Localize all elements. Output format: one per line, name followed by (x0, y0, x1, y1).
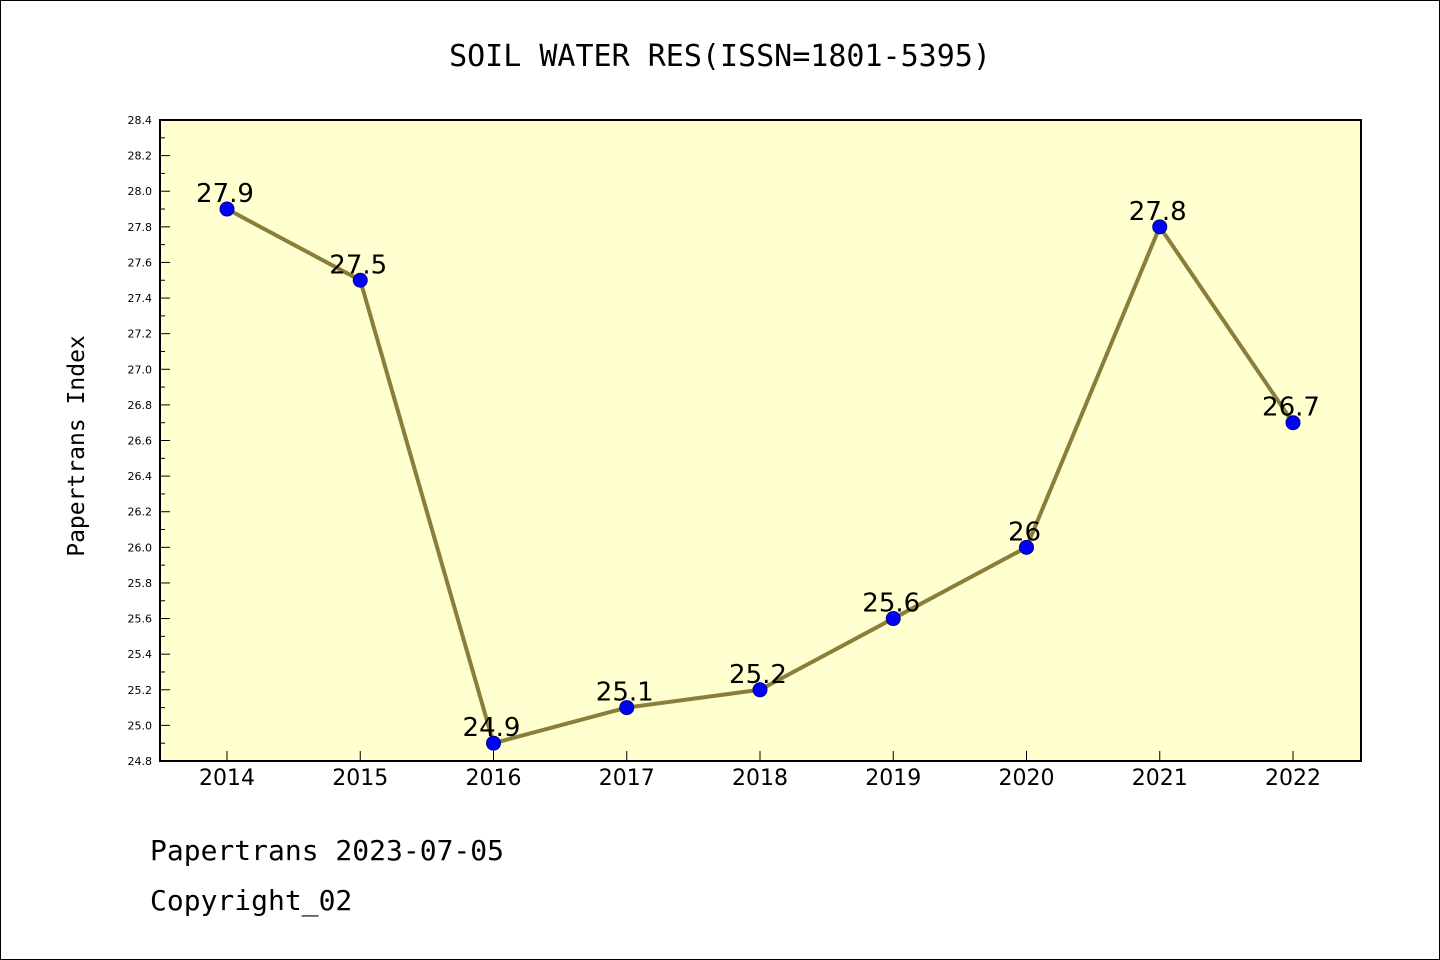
y-tick-label: 27.4 (128, 292, 153, 305)
y-tick-label: 25.0 (128, 719, 153, 732)
footer-copyright: Copyright_02 (150, 884, 353, 917)
data-point-marker (486, 735, 501, 751)
y-tick-label: 27.2 (128, 328, 153, 341)
x-tick-label: 2022 (1265, 766, 1321, 791)
data-label: 27.8 (1129, 197, 1187, 227)
data-point-marker (1152, 219, 1168, 235)
x-axis-ticks: 2014 2015 2016 2017 2018 2019 2020 2021 2022 (199, 751, 1321, 791)
y-tick-label: 25.8 (128, 577, 153, 590)
y-tick-label: 28.2 (128, 150, 153, 163)
x-tick-label: 2020 (999, 766, 1055, 791)
x-tick-label: 2018 (732, 766, 788, 791)
data-labels: 27.9 27.5 24.9 25.1 25.2 25.6 26 27.8 26.7 (196, 179, 1320, 743)
footer-date: Papertrans 2023-07-05 (150, 834, 505, 867)
x-tick-label: 2017 (599, 766, 655, 791)
y-tick-label: 25.6 (128, 613, 153, 626)
y-tick-label: 27.6 (128, 256, 153, 269)
y-tick-label: 25.2 (128, 684, 153, 697)
y-tick-label: 28.0 (128, 185, 153, 198)
y-tick-label: 28.4 (128, 114, 153, 127)
data-label: 26.7 (1262, 393, 1320, 423)
data-label: 26 (1008, 517, 1041, 547)
data-point-marker (352, 272, 368, 288)
x-tick-label: 2019 (865, 766, 921, 791)
x-tick-label: 2014 (199, 766, 255, 791)
x-tick-label: 2016 (466, 766, 522, 791)
y-tick-label: 26.4 (128, 470, 153, 483)
y-axis-ticks: 24.8 25.0 25.2 25.4 25.6 25.8 26.0 26.2 26.4 26.6… (128, 114, 170, 768)
data-label: 25.2 (729, 660, 787, 690)
data-point-marker (752, 682, 768, 698)
data-point-marker (219, 201, 235, 217)
data-label: 25.1 (596, 678, 654, 708)
chart-title: SOIL WATER RES(ISSN=1801-5395) (449, 39, 991, 74)
data-point-marker (619, 700, 635, 716)
y-tick-label: 26.8 (128, 399, 153, 412)
x-tick-label: 2015 (332, 766, 388, 791)
y-tick-label: 24.8 (128, 755, 153, 768)
data-markers (219, 201, 1301, 751)
y-tick-label: 25.4 (128, 648, 153, 661)
data-point-marker (885, 611, 901, 627)
y-tick-label: 26.0 (128, 541, 153, 554)
y-tick-label: 26.6 (128, 435, 153, 448)
data-label: 25.6 (862, 589, 920, 619)
y-axis-label: Papertrans Index (64, 335, 90, 557)
data-label: 27.9 (196, 179, 254, 209)
data-label: 24.9 (463, 713, 521, 743)
y-tick-label: 26.2 (128, 506, 153, 519)
data-point-marker (1019, 539, 1034, 555)
data-label: 27.5 (329, 250, 387, 280)
y-tick-label: 27.8 (128, 221, 153, 234)
data-point-marker (1285, 415, 1301, 431)
y-tick-label: 27.0 (128, 363, 153, 376)
x-tick-label: 2021 (1132, 766, 1188, 791)
